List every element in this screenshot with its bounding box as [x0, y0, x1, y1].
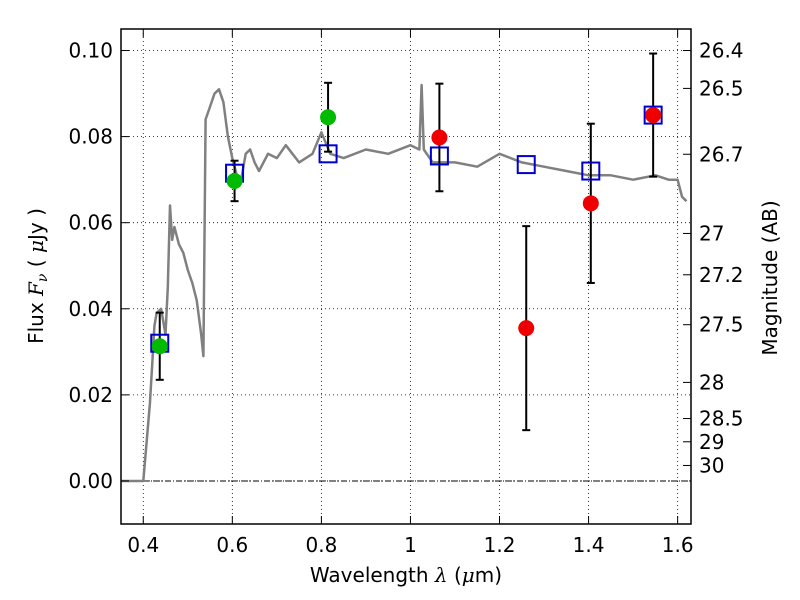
- data-markers: [150, 105, 663, 355]
- right-tick-label: 28: [699, 370, 724, 394]
- x-axis-label: Wavelength λ (μm): [310, 563, 502, 587]
- right-axis-label: Magnitude (AB): [758, 200, 782, 355]
- x-tick-label: 1: [404, 533, 417, 557]
- right-tick-label: 28.5: [699, 407, 744, 431]
- y-tick-label: 0.02: [68, 383, 113, 407]
- right-tick-label: 27.5: [699, 313, 744, 337]
- y-tick-label: 0.04: [68, 297, 113, 321]
- right-tick-label: 26.7: [699, 142, 744, 166]
- y-tick-label: 0.08: [68, 125, 113, 149]
- observed-flux-point: [518, 320, 535, 337]
- right-tick-label: 29: [699, 430, 724, 454]
- observed-flux-point: [431, 129, 448, 146]
- observed-flux-point: [226, 172, 243, 189]
- x-tick-label: 0.8: [305, 533, 337, 557]
- x-tick-label: 1.6: [662, 533, 694, 557]
- x-tick-label: 0.6: [216, 533, 248, 557]
- model-band-square: [429, 146, 449, 166]
- ticks: 0.4 0.6 0.8 1 1.2 1.4 1.6 0.00 0.02 0.04 0.06 0.08 0…: [68, 29, 744, 557]
- observed-flux-point: [151, 338, 168, 355]
- observed-flux-point: [645, 107, 662, 124]
- model-band-square: [643, 105, 663, 125]
- right-tick-label: 27: [699, 221, 724, 245]
- model-band-square: [516, 155, 536, 175]
- model-spectrum-line: [121, 83, 688, 483]
- grid: [121, 29, 691, 524]
- model-spectrum: [121, 83, 688, 483]
- observed-flux-point: [582, 195, 599, 212]
- error-bars: [155, 52, 658, 432]
- model-band-square: [318, 144, 338, 164]
- plot-frame: [120, 28, 692, 525]
- right-tick-label: 26.4: [699, 39, 744, 63]
- y-tick-label: 0.06: [68, 211, 113, 235]
- y-axis-label: Flux Fν ( μJy ): [24, 208, 51, 344]
- y-tick-label: 0.10: [68, 39, 113, 63]
- x-tick-label: 0.4: [127, 533, 159, 557]
- right-tick-label: 26.5: [699, 76, 744, 100]
- right-tick-label: 30: [699, 453, 724, 477]
- observed-flux-point: [320, 109, 337, 126]
- right-tick-label: 27.2: [699, 263, 744, 287]
- x-tick-label: 1.2: [484, 533, 516, 557]
- x-tick-label: 1.4: [573, 533, 605, 557]
- model-band-square: [581, 161, 601, 181]
- y-tick-label: 0.00: [68, 469, 113, 493]
